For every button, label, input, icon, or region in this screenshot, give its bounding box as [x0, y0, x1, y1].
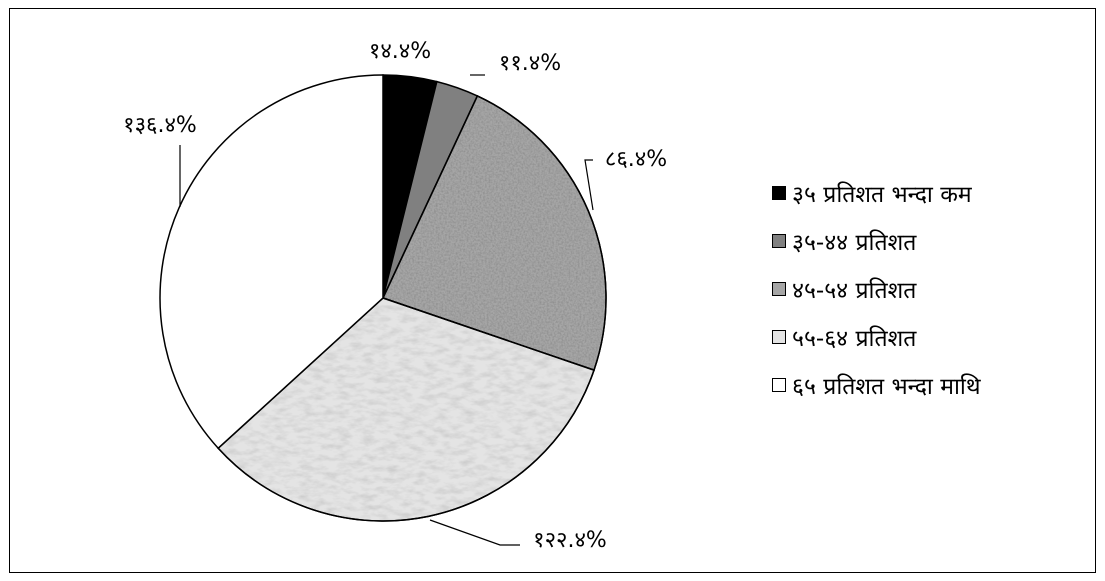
legend-swatch: [772, 234, 786, 248]
legend-item: ५५-६४ प्रतिशत: [772, 314, 981, 360]
legend-item: ६५ प्रतिशत भन्दा माथि: [772, 362, 981, 408]
legend-label: ३५ प्रतिशत भन्दा कम: [792, 182, 972, 208]
pie-slice-outline: [381, 94, 607, 372]
pie-slice-texture: [218, 298, 595, 521]
legend: ३५ प्रतिशत भन्दा कम ३५-४४ प्रतिशत ४५-५४ …: [772, 170, 981, 410]
data-label: १३६.४%: [123, 113, 197, 138]
data-label: १२२.४%: [533, 528, 607, 553]
legend-label: ५५-६४ प्रतिशत: [792, 326, 917, 352]
data-label: १४.४%: [369, 39, 431, 64]
legend-label: ६५ प्रतिशत भन्दा माथि: [792, 374, 981, 400]
legend-item: ३५ प्रतिशत भन्दा कम: [772, 170, 981, 216]
legend-swatch: [772, 186, 786, 200]
legend-swatch: [772, 330, 786, 344]
legend-swatch: [772, 282, 786, 296]
legend-swatch: [772, 378, 786, 392]
leader-line: [429, 519, 520, 546]
legend-label: ३५-४४ प्रतिशत: [792, 230, 917, 256]
legend-item: ३५-४४ प्रतिशत: [772, 218, 981, 264]
leader-line: [584, 159, 594, 211]
pie-slice-outline: [217, 297, 595, 522]
legend-label: ४५-५४ प्रतिशत: [792, 278, 917, 304]
legend-item: ४५-५४ प्रतिशत: [772, 266, 981, 312]
pie-slice: [159, 74, 384, 450]
data-label: ११.४%: [499, 51, 561, 76]
data-label: ८६.४%: [605, 147, 667, 172]
pie-slice-texture: [383, 95, 607, 371]
